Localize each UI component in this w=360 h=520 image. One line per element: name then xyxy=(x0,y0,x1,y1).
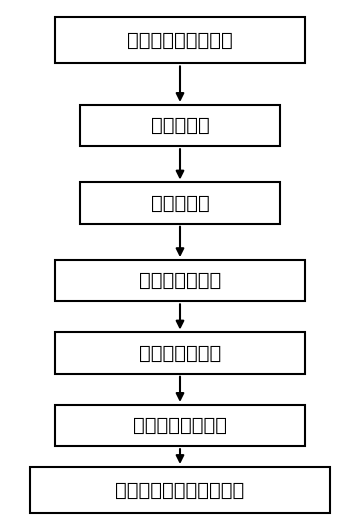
Text: 高铝、高钙冶金级硅: 高铝、高钙冶金级硅 xyxy=(127,31,233,50)
FancyBboxPatch shape xyxy=(55,405,305,446)
FancyBboxPatch shape xyxy=(80,105,280,146)
FancyBboxPatch shape xyxy=(55,260,305,302)
Text: 低铝、低钙的多晶硅铸锭: 低铝、低钙的多晶硅铸锭 xyxy=(115,480,245,500)
Text: 电子束熔炼蒸发: 电子束熔炼蒸发 xyxy=(139,271,221,290)
Text: 破碎、清洗: 破碎、清洗 xyxy=(150,116,210,135)
Text: 切除铸锭顶部尖端: 切除铸锭顶部尖端 xyxy=(133,416,227,435)
FancyBboxPatch shape xyxy=(55,332,305,374)
Text: 电子束降束凝固: 电子束降束凝固 xyxy=(139,344,221,362)
FancyBboxPatch shape xyxy=(55,17,305,63)
FancyBboxPatch shape xyxy=(30,467,330,513)
Text: 烘干、装料: 烘干、装料 xyxy=(150,193,210,213)
FancyBboxPatch shape xyxy=(80,183,280,224)
